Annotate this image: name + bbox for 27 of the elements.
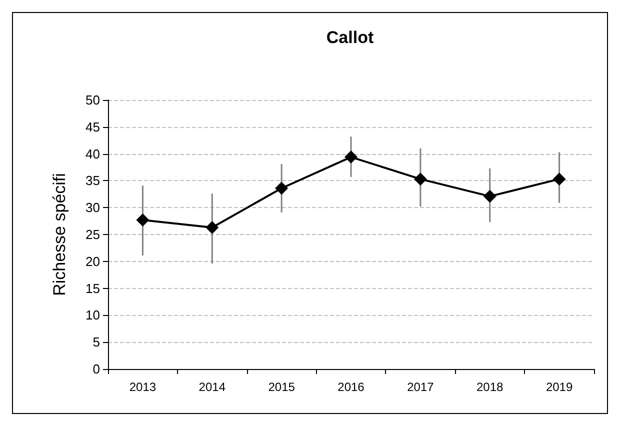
x-tick-label: 2018	[476, 380, 504, 394]
y-tick-label: 45	[86, 119, 100, 134]
point	[344, 150, 358, 164]
x-tick-label: 2017	[407, 380, 434, 394]
y-tick-label: 30	[86, 200, 100, 216]
point	[483, 190, 496, 203]
y-tick-label: 5	[92, 334, 100, 350]
x-tick-label: 2016	[338, 380, 365, 394]
point	[552, 172, 566, 186]
point	[414, 172, 427, 186]
y-tick-label: 20	[86, 254, 100, 269]
y-tick-label: 0	[92, 362, 100, 376]
y-axis-title: Richesse spécifi	[50, 173, 69, 296]
point	[136, 213, 150, 226]
point	[275, 182, 288, 195]
y-tick-label: 50	[86, 92, 100, 108]
x-tick-label: 2019	[546, 380, 573, 394]
x-tick-label: 2015	[268, 380, 296, 394]
y-tick-label: 15	[86, 280, 100, 296]
y-tick-label: 40	[86, 146, 100, 162]
point	[206, 221, 219, 234]
x-tick-label: 2014	[198, 380, 226, 394]
x-tick-label: 2013	[129, 380, 156, 394]
y-tick-label: 25	[86, 227, 100, 242]
y-tick-label: 35	[86, 173, 100, 188]
y-tick-label: 10	[86, 308, 100, 323]
chart-title: Callot	[326, 28, 374, 47]
